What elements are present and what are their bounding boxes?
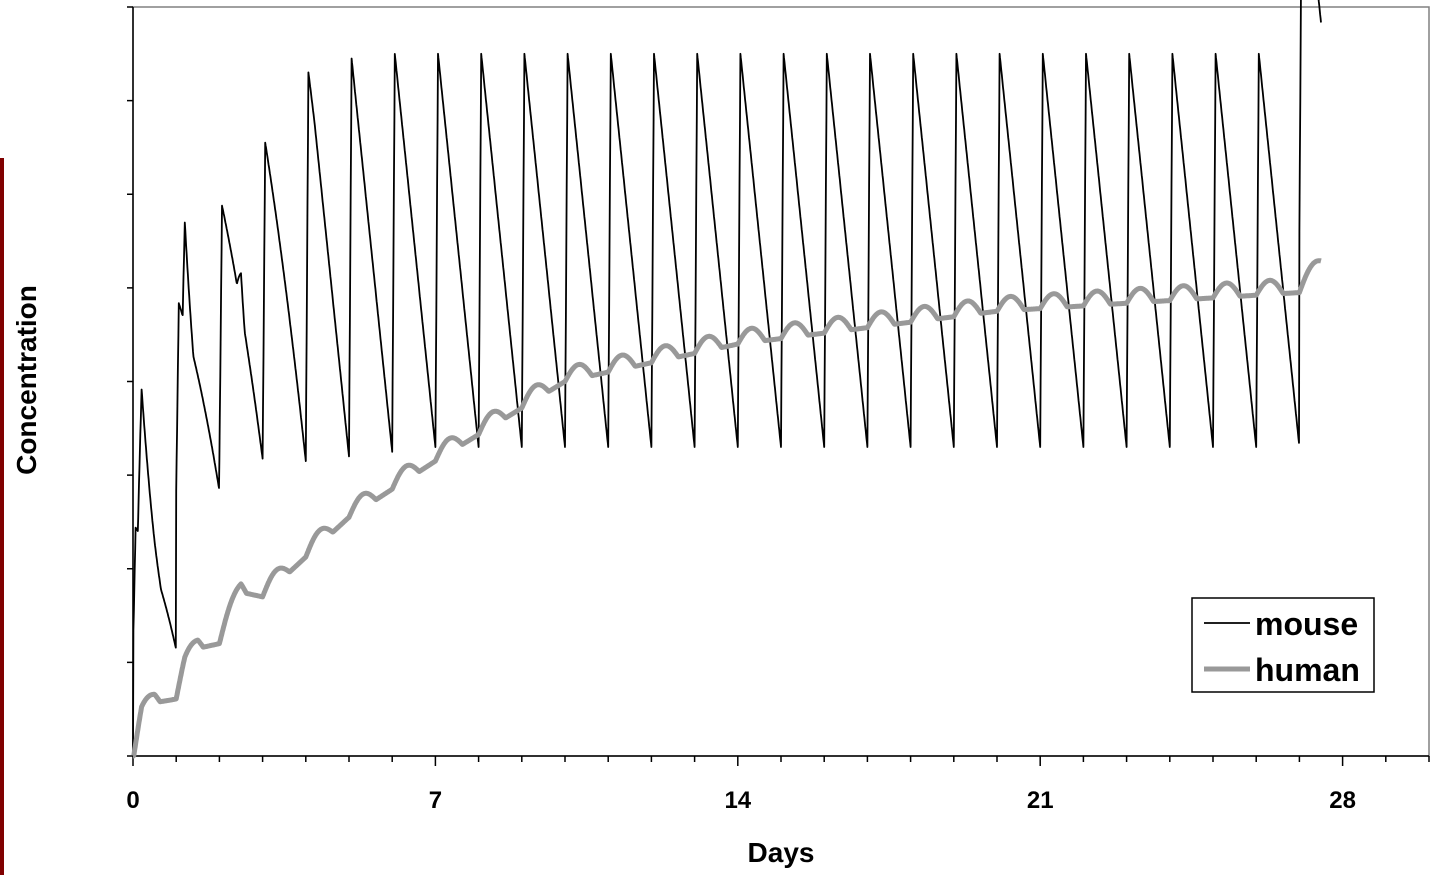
series-line-human [130,258,1324,759]
x-tick-label: 0 [126,787,139,814]
legend: mouse human [1191,597,1375,693]
left-accent-bar [0,158,4,875]
legend-label-mouse: mouse [1255,606,1358,642]
x-tick-label: 21 [1027,787,1054,814]
y-axis-ticks [127,6,133,757]
x-tick-label: 7 [429,787,442,814]
x-axis-ticks [132,756,1430,766]
x-tick-label: 28 [1329,787,1356,814]
x-axis-tick-labels: 0 7 14 21 28 [126,787,1356,814]
series-line-mouse [132,0,1322,757]
x-tick-label: 14 [724,787,751,814]
legend-label-human: human [1255,652,1360,688]
y-axis-title: Concentration [11,285,42,475]
x-axis-title: Days [748,837,815,868]
legend-box [1191,597,1375,693]
